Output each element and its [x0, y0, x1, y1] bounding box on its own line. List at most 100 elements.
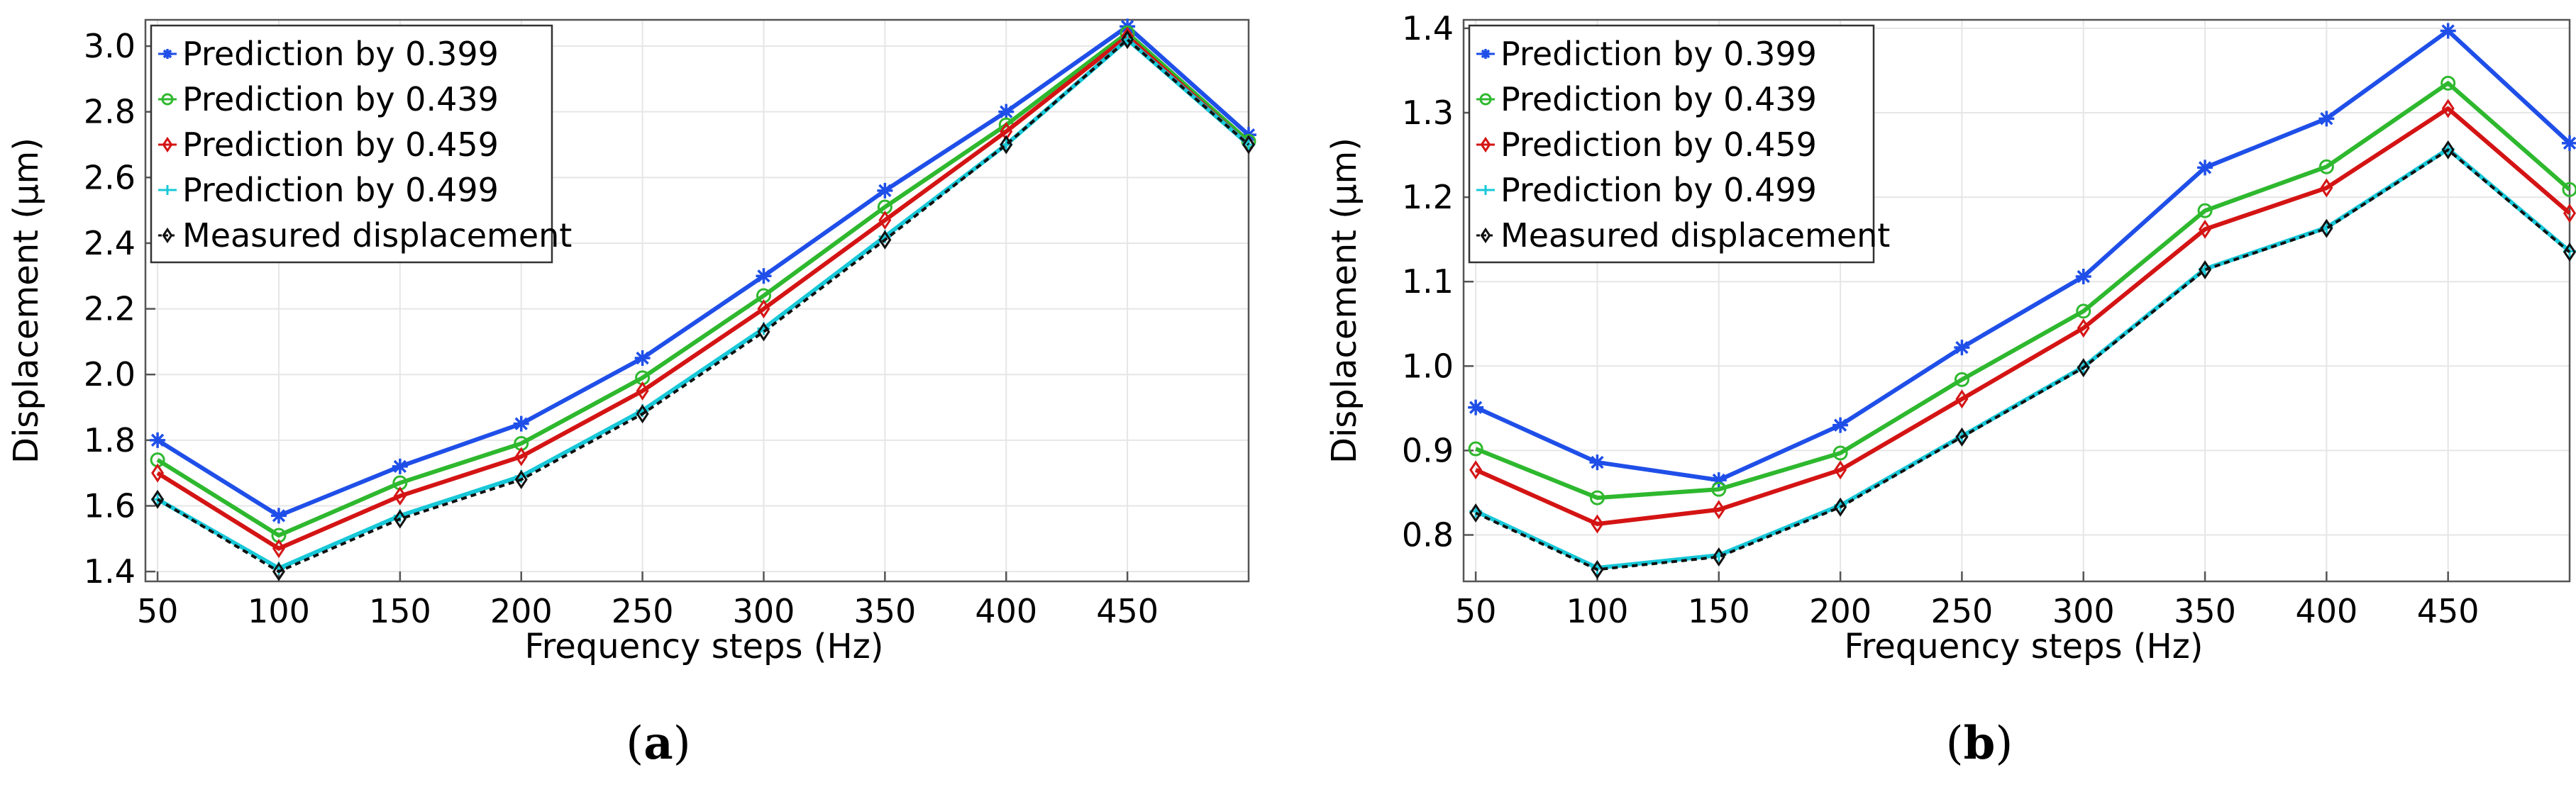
x-tick-label: 200: [1809, 592, 1872, 630]
data-point: [513, 415, 529, 432]
series-line: [1475, 81, 2571, 501]
panel-label: (b): [1946, 717, 2013, 770]
data-point: [2441, 99, 2455, 118]
data-point: [1589, 490, 1605, 506]
data-point: [636, 381, 649, 401]
data-point: [393, 509, 407, 529]
data-point: [2441, 140, 2455, 160]
data-point: [1711, 481, 1727, 497]
legend-entry: Prediction by 0.499: [1476, 171, 1817, 209]
x-tick-label: 450: [2417, 592, 2480, 630]
x-tick-label: 250: [1931, 592, 1994, 630]
data-point: [634, 350, 651, 367]
data-point: [272, 562, 285, 581]
data-point: [2199, 260, 2212, 280]
x-axis-label: Frequency steps (Hz): [524, 627, 883, 666]
legend-swatch-marker: [1480, 227, 1491, 244]
legend-swatch-marker: [1481, 49, 1491, 59]
series-line: [156, 24, 1251, 518]
y-tick-label: 3.0: [84, 27, 136, 65]
data-point: [1834, 460, 1847, 480]
legend-label: Prediction by 0.399: [1500, 35, 1817, 73]
series-3: [1469, 99, 2576, 534]
legend-box: [1468, 24, 1875, 264]
data-point: [878, 230, 892, 250]
data-point: [1589, 454, 1605, 471]
x-tick-label: 50: [137, 592, 179, 630]
legend-label: Prediction by 0.439: [182, 80, 499, 118]
data-point: [2562, 182, 2576, 197]
data-point: [514, 469, 528, 489]
x-tick-label: 50: [1455, 592, 1497, 630]
data-point: [877, 182, 893, 199]
data-point: [150, 432, 166, 448]
legend-entry: Prediction by 0.439: [1476, 80, 1817, 118]
data-point: [2563, 203, 2576, 223]
panel-label: (a): [626, 717, 690, 770]
x-tick-label: 450: [1096, 592, 1159, 630]
legend-swatch-marker: [162, 185, 172, 195]
data-point: [2562, 135, 2576, 151]
legend-label: Prediction by 0.459: [182, 125, 499, 164]
legend: Prediction by 0.399 Prediction by 0.439 Pr…: [150, 24, 572, 264]
y-tick-label: 1.8: [84, 421, 136, 459]
data-point: [1469, 503, 1483, 523]
legend: Prediction by 0.399 Prediction by 0.439 Pr…: [1468, 24, 1890, 264]
x-tick-label: 100: [1566, 592, 1629, 630]
data-point: [1591, 514, 1604, 534]
data-point: [272, 539, 285, 559]
data-point: [1242, 135, 1256, 155]
series-line: [1475, 148, 2571, 571]
data-point: [878, 211, 892, 230]
data-point: [2199, 219, 2212, 239]
series-2: [1468, 75, 2576, 506]
data-point: [1955, 389, 1969, 409]
y-tick-label: 1.4: [1402, 9, 1454, 48]
data-point: [270, 508, 287, 524]
x-tick-label: 400: [2295, 592, 2357, 630]
chart-panel-a: 50 100 150 200 250 300 350 400 450 1.4 1.6 1.8 2.0 2.…: [6, 18, 1256, 770]
series-line: [1474, 28, 2572, 483]
y-axis-label: Displacement (µm): [1325, 138, 1364, 464]
y-tick-label: 1.1: [1402, 262, 1454, 301]
legend-entry: Prediction by 0.459: [1476, 125, 1817, 164]
data-point: [998, 104, 1015, 120]
data-point: [2197, 160, 2213, 176]
series-line: [156, 30, 1251, 538]
legend-swatch-marker: [162, 227, 173, 244]
legend-swatch-marker: [161, 93, 174, 106]
legend-swatch-marker: [1481, 185, 1491, 195]
legend-entry: Measured displacement: [158, 216, 572, 255]
data-point: [2318, 111, 2335, 127]
chart-panel-b: 50 100 150 200 250 300 350 400 450 0.8 0.9 1.0 1.1 1.…: [1325, 9, 2576, 770]
data-point: [2318, 159, 2334, 174]
legend-label: Measured displacement: [1500, 216, 1890, 255]
x-tick-label: 150: [1688, 592, 1750, 630]
y-tick-label: 1.0: [1402, 347, 1454, 385]
legend-label: Prediction by 0.439: [1500, 80, 1817, 118]
y-tick-label: 1.3: [1402, 94, 1454, 132]
data-point: [756, 268, 772, 284]
data-point: [2440, 75, 2456, 91]
x-axis-label: Frequency steps (Hz): [1844, 627, 2203, 666]
x-tick-label: 350: [853, 592, 916, 630]
y-tick-label: 2.0: [84, 355, 136, 394]
legend-label: Measured displacement: [182, 216, 572, 255]
data-point: [2563, 242, 2576, 262]
data-point: [757, 299, 770, 319]
series-line: [156, 34, 1251, 551]
data-point: [636, 404, 649, 424]
series-5: [151, 30, 1256, 581]
legend-entry: Measured displacement: [1476, 216, 1890, 255]
data-point: [1834, 497, 1847, 517]
x-tick-label: 300: [733, 592, 795, 630]
series-line: [1474, 106, 2571, 527]
y-tick-label: 2.2: [84, 290, 136, 328]
data-point: [1833, 445, 1848, 461]
y-tick-label: 2.6: [84, 158, 136, 196]
legend-swatch-marker: [162, 136, 173, 153]
data-point: [1712, 547, 1725, 566]
y-tick-label: 1.6: [84, 486, 136, 525]
legend-swatch-marker: [162, 49, 172, 59]
